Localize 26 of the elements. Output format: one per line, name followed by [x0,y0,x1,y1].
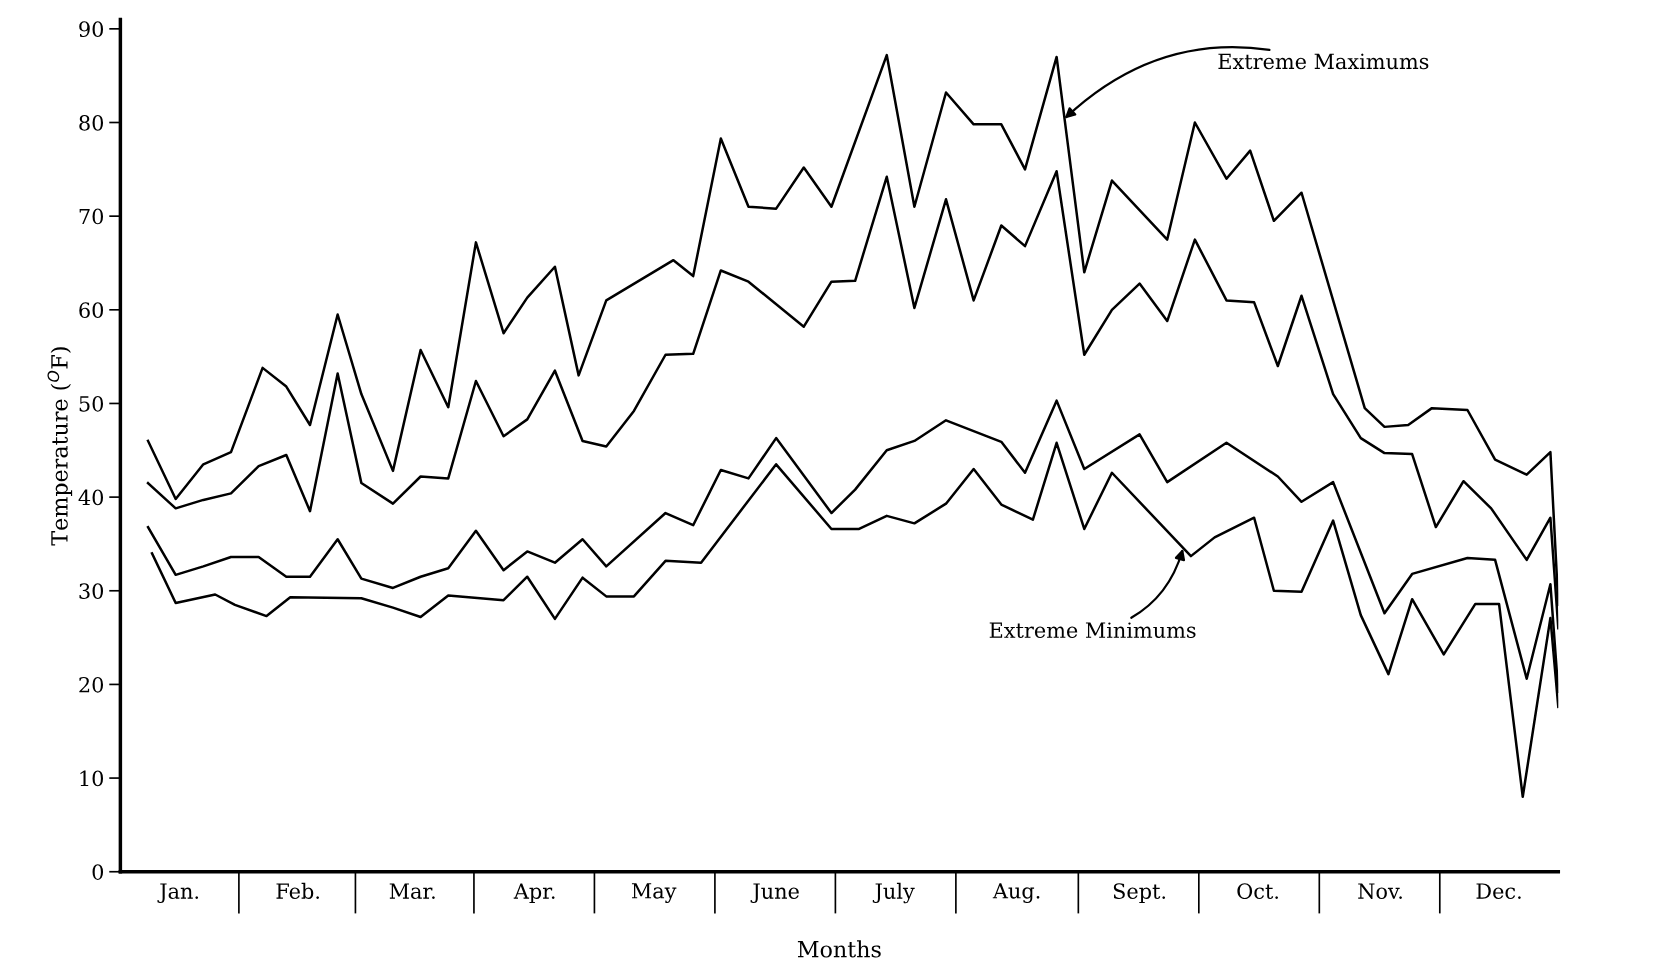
annotation: Extreme Minimums [989,622,1196,638]
y-tick-label: 0 [92,864,104,880]
x-tick-label: July [872,882,915,904]
y-tick-label: 60 [79,302,104,319]
x-tick-label: Mar. [389,883,435,899]
x-tick-label: Sept. [1113,883,1166,903]
x-tick-label: May [631,883,677,903]
x-tick-label: Apr. [513,883,555,903]
y-tick-label: 80 [79,114,104,131]
x-tick-label: Feb. [276,882,319,899]
annotation: Extreme Maximums [1218,53,1429,70]
y-tick-label: 20 [79,676,104,693]
y-tick-label: 70 [79,208,104,225]
y-tick-label: 40 [78,489,104,506]
x-tick-label: Jan. [157,883,199,903]
x-axis-title: Months [797,940,881,958]
x-tick-label: Nov. [1358,883,1402,899]
y-tick-label: 10 [80,770,104,787]
y-tick-label: 50 [79,395,104,412]
x-tick-label: Dec. [1476,883,1521,899]
y-axis-title: Temperature ($^{O}$F) [47,347,73,546]
x-tick-label: June [750,883,799,903]
x-tick-label: Oct. [1237,883,1278,899]
x-tick-label: Aug. [992,883,1040,903]
y-tick-label: 30 [79,583,104,599]
y-tick-label: 90 [79,21,104,38]
